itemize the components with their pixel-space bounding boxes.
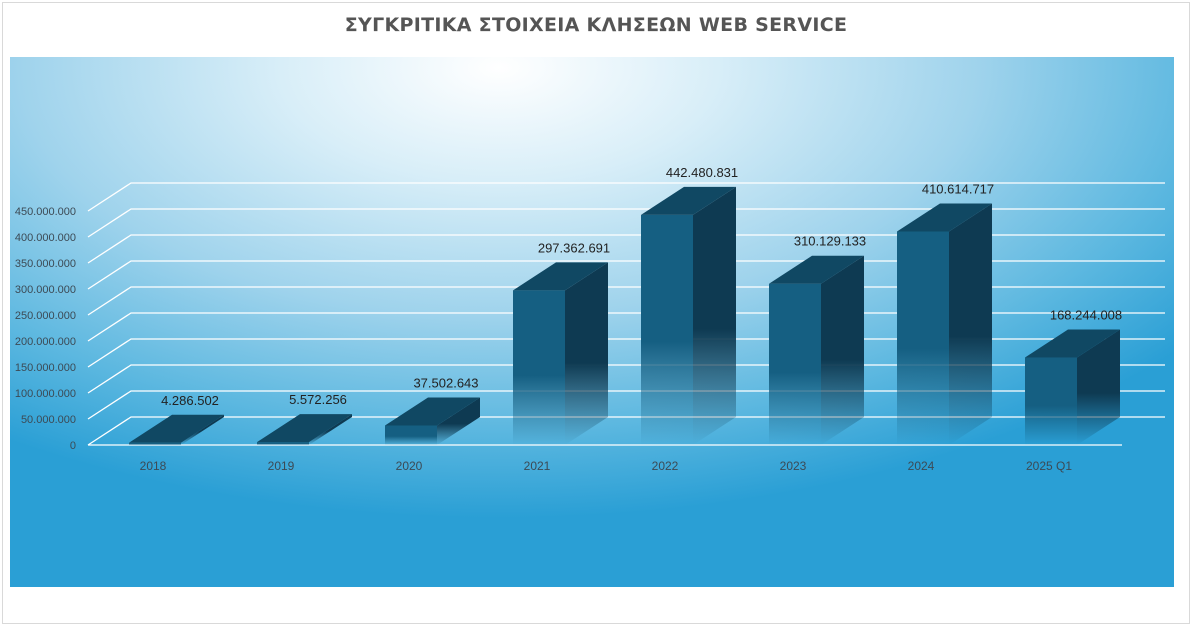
y-tick-label: 400.000.000 [15,232,76,244]
x-tick-label: 2023 [780,459,807,473]
bar-side [821,255,864,445]
bar-front [769,283,821,445]
data-label: 4.286.502 [161,393,219,408]
x-tick-label: 2025 Q1 [1026,459,1072,473]
data-label: 442.480.831 [666,165,738,180]
bar-top [769,255,864,284]
x-tick-label: 2022 [652,459,679,473]
y-tick-label: 50.000.000 [21,414,76,426]
x-tick-label: 2020 [396,459,423,473]
bar-front [1025,357,1077,445]
data-label: 37.502.643 [413,375,478,390]
x-tick-label: 2021 [524,459,551,473]
chart-title: ΣΥΓΚΡΙΤΙΚΑ ΣΤΟΙΧΕΙΑ ΚΛΗΣΕΩΝ WEB SERVICE [344,14,848,36]
bar-front [385,425,437,445]
gridline [87,312,1165,342]
y-tick-label: 0 [70,440,76,452]
y-tick-label: 250.000.000 [15,310,76,322]
bar-top [897,203,992,232]
y-tick-label: 150.000.000 [15,362,76,374]
bar-front [129,442,181,445]
bar-top [257,414,352,443]
bar-top [129,414,224,443]
data-label: 410.614.717 [922,181,994,196]
bar-front [641,214,693,445]
bar-front [513,290,565,445]
bar-side [693,186,736,445]
y-tick-label: 350.000.000 [15,258,76,270]
bar-front [257,442,309,445]
bar-top [513,262,608,291]
bar-side [181,414,224,445]
data-label: 5.572.256 [289,392,347,407]
gridline [87,208,1165,238]
gridline [87,260,1165,290]
bar-top [1025,329,1120,358]
gridline [87,182,1165,212]
gridline [87,234,1165,264]
bar-side [1077,329,1120,445]
gridline [87,364,1165,394]
x-tick-label: 2024 [908,459,935,473]
y-tick-label: 300.000.000 [15,284,76,296]
bar-side [949,203,992,445]
bar-top [385,397,480,426]
data-label: 297.362.691 [538,240,610,255]
gridline [87,416,1165,446]
bar-top [641,186,736,215]
x-tick-label: 2019 [268,459,295,473]
gridline [87,390,1165,420]
gridline [87,338,1165,368]
x-tick-label: 2018 [140,459,167,473]
y-tick-label: 450.000.000 [15,206,76,218]
y-tick-label: 100.000.000 [15,388,76,400]
data-label: 168.244.008 [1050,308,1122,323]
gridline [87,286,1165,316]
bar-side [565,262,608,445]
y-tick-label: 200.000.000 [15,336,76,348]
bar-front [897,231,949,445]
data-label: 310.129.133 [794,234,866,249]
bar-side [437,397,480,445]
bar-side [309,414,352,445]
